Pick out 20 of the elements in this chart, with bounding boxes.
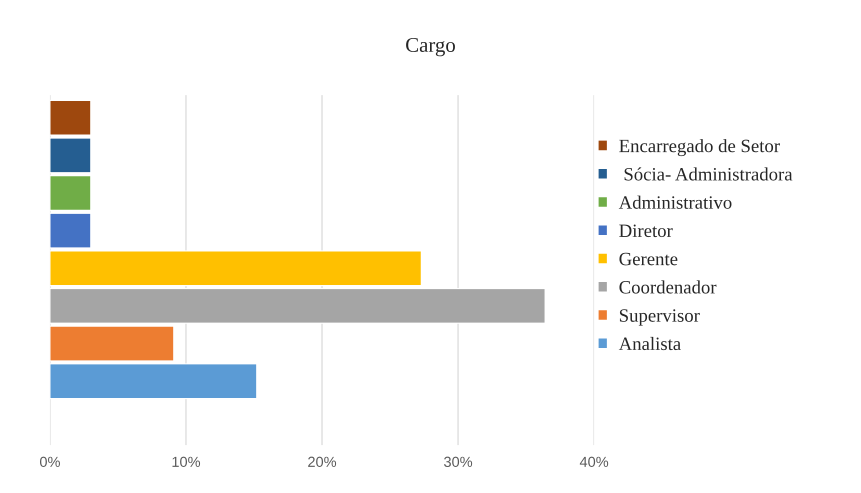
- x-tick-label: 20%: [308, 456, 336, 467]
- x-tick-label: 0%: [40, 456, 60, 467]
- bar: [50, 250, 422, 286]
- bar: [50, 138, 92, 174]
- x-tick-label: 10%: [172, 456, 200, 467]
- bar: [50, 363, 258, 400]
- chart-title: Cargo: [406, 38, 455, 56]
- legend-label: Administrativo: [618, 196, 732, 209]
- x-tick-label: 40%: [580, 456, 608, 467]
- bar: [50, 212, 92, 249]
- legend-label: Encarregado de Setor: [619, 139, 780, 156]
- legend-label: Analista: [618, 336, 681, 350]
- legend-label: Gerente: [619, 252, 678, 266]
- legend-label: Coordenador: [619, 280, 716, 294]
- bar: [50, 175, 92, 211]
- legend-label: Supervisor: [620, 309, 700, 326]
- x-tick-label: 30%: [444, 456, 472, 467]
- legend-label: Diretor: [619, 224, 673, 238]
- legend-label: Sócia- Administradora: [624, 167, 792, 181]
- bar: [50, 100, 92, 136]
